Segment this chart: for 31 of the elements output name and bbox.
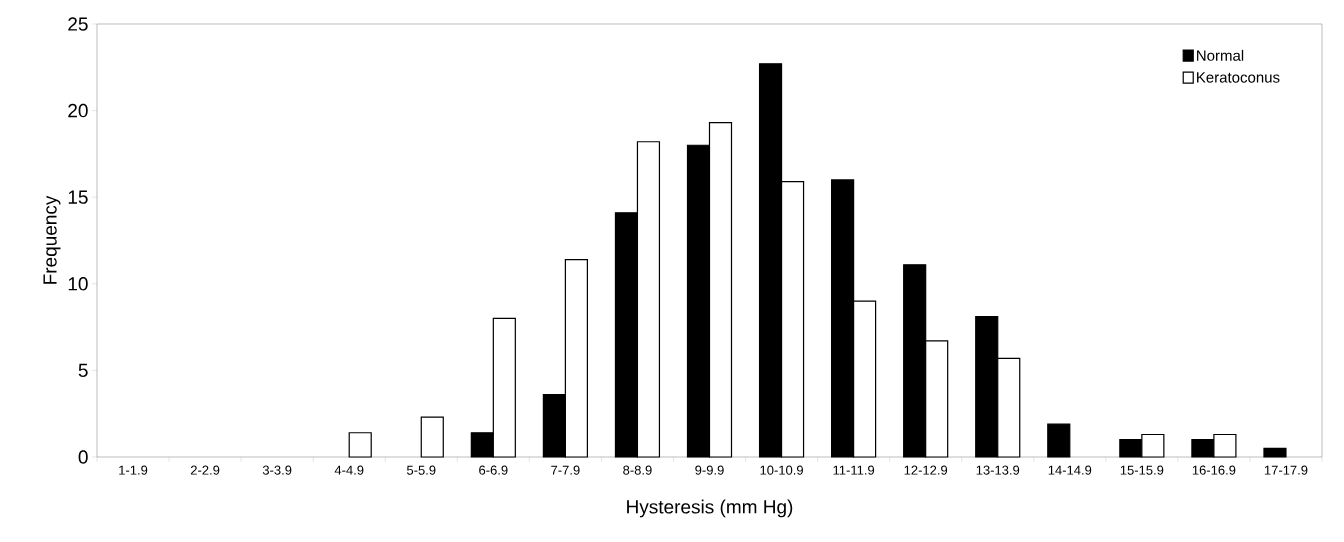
x-tick-label: 10-10.9 [760,465,803,475]
legend-label: Keratoconus [1197,72,1280,83]
y-tick-label: 0 [78,450,88,464]
x-tick-label: 1-1.9 [119,465,148,475]
x-tick-label: 4-4.9 [334,465,364,475]
bar [1047,423,1071,458]
x-tick-label: 17-17.9 [1264,465,1308,475]
x-tick-label: 13-13.9 [976,465,1020,475]
x-tick-label: 15-15.9 [1120,465,1164,475]
x-tick-label: 7-7.9 [551,465,580,475]
x-tick-label: 6-6.9 [479,465,508,475]
x-axis-title: Hysteresis (mm Hg) [627,499,793,518]
x-tick-label: 11-11.9 [833,465,875,475]
legend-label: Normal [1197,49,1244,61]
x-tick-label: 9-9.9 [695,465,724,475]
y-tick-label: 5 [78,363,88,378]
bar [420,416,444,458]
bar [348,432,372,458]
x-tick-label: 5-5.9 [406,465,436,475]
x-tick-label: 2-2.9 [190,465,220,475]
x-tick-label: 12-12.9 [904,465,948,475]
y-tick-label: 25 [68,17,88,31]
y-tick-label: 10 [68,277,88,291]
x-tick-label: 16-16.9 [1192,465,1236,475]
y-tick-label: 15 [68,190,88,204]
x-tick-label: 3-3.9 [262,465,292,475]
y-axis-title: Frequency [43,195,61,284]
bar [1263,447,1287,458]
x-tick-label: 14-14.9 [1048,465,1092,475]
y-tick-label: 20 [68,103,88,118]
x-tick-label: 8-8.9 [623,465,652,475]
